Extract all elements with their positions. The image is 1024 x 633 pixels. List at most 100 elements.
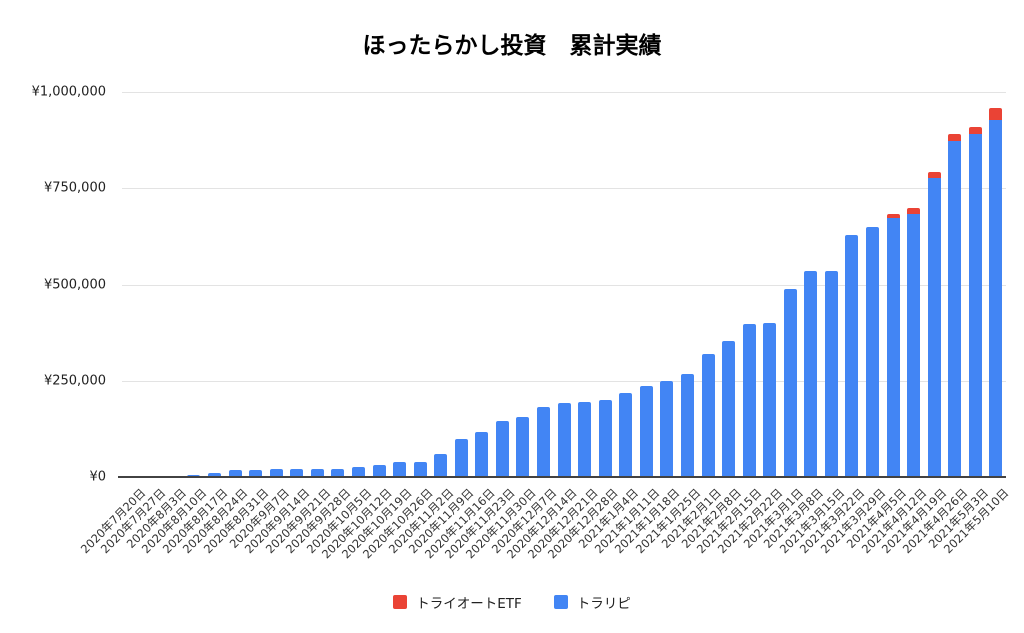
bar-segment-toraripi (578, 401, 592, 477)
gridline (122, 284, 1006, 286)
bar-slot (472, 92, 493, 477)
bar-segment-toraripi (660, 380, 674, 477)
bar (351, 466, 365, 477)
y-axis-tick-label: ¥1,000,000 (31, 84, 106, 100)
bar-slot (410, 92, 431, 477)
bar (927, 171, 941, 477)
bar-segment-toraripi (537, 407, 551, 477)
bar-segment-toraripi (907, 214, 921, 477)
bar (907, 208, 921, 477)
bar-slot (657, 92, 678, 477)
bar (783, 289, 797, 477)
bar-segment-toraripi (290, 469, 304, 477)
bar-slot (698, 92, 719, 477)
bar-segment-triauto-etf (907, 208, 921, 215)
bar (537, 407, 551, 477)
bar (948, 133, 962, 477)
bar-slot (533, 92, 554, 477)
bar-segment-triauto-etf (886, 213, 900, 218)
bar-slot (266, 92, 287, 477)
y-axis: ¥1,000,000 ¥750,000 ¥500,000 ¥250,000 ¥0 (0, 85, 112, 485)
bar (454, 439, 468, 477)
y-axis-tick-label: ¥0 (89, 469, 106, 485)
bar-segment-toraripi (866, 226, 880, 477)
bar (886, 213, 900, 477)
bar-segment-toraripi (845, 235, 859, 477)
bar (763, 323, 777, 477)
bar-slot (780, 92, 801, 477)
bar-slot (759, 92, 780, 477)
bar-segment-toraripi (557, 403, 571, 477)
bar (804, 271, 818, 477)
bar-segment-toraripi (804, 271, 818, 477)
bar (598, 400, 612, 477)
bar (516, 416, 530, 477)
bar-slot (287, 92, 308, 477)
bar-segment-toraripi (619, 393, 633, 477)
bar-slot (595, 92, 616, 477)
bar-segment-toraripi (701, 353, 715, 477)
y-axis-tick-label: ¥500,000 (43, 277, 106, 292)
bar-segment-triauto-etf (948, 133, 962, 141)
bar-segment-toraripi (269, 469, 283, 477)
legend-item-toraripi: トラリピ (553, 592, 631, 612)
bar-slot (307, 92, 328, 477)
bar-segment-toraripi (331, 468, 345, 477)
bar-slot (842, 92, 863, 477)
bar-slot (739, 92, 760, 477)
bar-slot (328, 92, 349, 477)
bar (824, 271, 838, 477)
bar-segment-triauto-etf (927, 171, 941, 179)
bar-slot (801, 92, 822, 477)
bar (331, 468, 345, 477)
bar-segment-triauto-etf (968, 127, 982, 135)
bar (968, 127, 982, 477)
bar-slot (965, 92, 986, 477)
bar (619, 393, 633, 477)
bars (122, 92, 1006, 477)
bar-segment-toraripi (249, 469, 263, 477)
bar-segment-toraripi (927, 178, 941, 477)
bar-slot (677, 92, 698, 477)
legend-swatch-blue (553, 595, 568, 609)
bar-slot (513, 92, 534, 477)
bar-segment-toraripi (968, 134, 982, 477)
bar-slot (862, 92, 883, 477)
bar-slot (616, 92, 637, 477)
bar-slot (122, 92, 143, 477)
legend-item-etf: トライオートETF (393, 592, 522, 612)
bar (639, 385, 653, 477)
bar-segment-toraripi (228, 470, 242, 477)
bar-segment-toraripi (208, 473, 222, 477)
bar-slot (718, 92, 739, 477)
bar-segment-toraripi (351, 466, 365, 477)
bar-segment-toraripi (680, 373, 694, 477)
bar-slot (369, 92, 390, 477)
bar (228, 470, 242, 477)
bar (269, 469, 283, 477)
bar-segment-toraripi (434, 453, 448, 477)
bar (557, 403, 571, 477)
y-axis-tick-label: ¥750,000 (43, 180, 106, 196)
bar-segment-toraripi (824, 271, 838, 477)
legend-label: トライオートETF (416, 596, 522, 612)
bar (660, 380, 674, 477)
bar-segment-toraripi (310, 468, 324, 477)
bar-segment-toraripi (722, 341, 736, 477)
bar-slot (574, 92, 595, 477)
gridline (122, 380, 1006, 382)
bar-slot (903, 92, 924, 477)
bar-slot (945, 92, 966, 477)
bar-segment-toraripi (886, 217, 900, 477)
bar-slot (204, 92, 225, 477)
bar-slot (554, 92, 575, 477)
bar-segment-toraripi (639, 385, 653, 477)
bar-slot (389, 92, 410, 477)
bar-segment-toraripi (989, 119, 1003, 477)
bar (722, 341, 736, 477)
bar-segment-triauto-etf (989, 108, 1003, 120)
bar (680, 373, 694, 477)
bar-segment-toraripi (495, 420, 509, 477)
bar-slot (245, 92, 266, 477)
bar-slot (636, 92, 657, 477)
